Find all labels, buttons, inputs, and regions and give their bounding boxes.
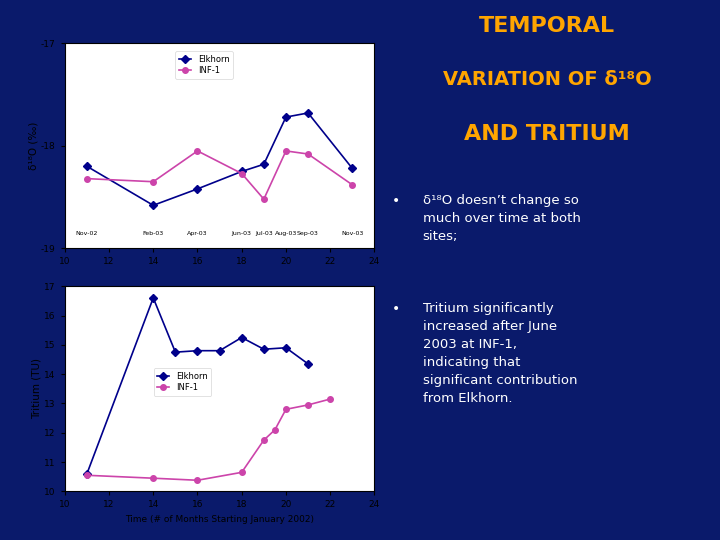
INF-1 xyxy=(149,475,158,482)
INF-1 xyxy=(238,469,246,476)
Elkhorn xyxy=(171,349,180,355)
Elkhorn xyxy=(149,295,158,301)
Elkhorn xyxy=(193,347,202,354)
Legend: Elkhorn, INF-1: Elkhorn, INF-1 xyxy=(176,51,233,79)
Elkhorn xyxy=(282,345,290,351)
Line: Elkhorn: Elkhorn xyxy=(84,295,311,477)
Legend: Elkhorn, INF-1: Elkhorn, INF-1 xyxy=(153,368,211,395)
Text: Jul-03: Jul-03 xyxy=(255,231,273,236)
Text: Sep-03: Sep-03 xyxy=(297,231,319,236)
Elkhorn xyxy=(193,186,202,192)
Elkhorn xyxy=(83,470,91,477)
INF-1 xyxy=(348,181,356,188)
INF-1 xyxy=(193,148,202,154)
Y-axis label: Tritium (TU): Tritium (TU) xyxy=(32,359,42,419)
Elkhorn xyxy=(282,114,290,120)
Elkhorn xyxy=(304,361,312,367)
INF-1 xyxy=(326,396,335,402)
INF-1 xyxy=(282,406,290,413)
INF-1 xyxy=(304,402,312,408)
INF-1 xyxy=(259,196,268,202)
Y-axis label: δ¹⁸O (‰): δ¹⁸O (‰) xyxy=(28,122,38,170)
Text: δ¹⁸O doesn’t change so
much over time at both
sites;: δ¹⁸O doesn’t change so much over time at… xyxy=(423,194,580,244)
Line: INF-1: INF-1 xyxy=(84,396,333,483)
Text: •: • xyxy=(392,194,400,208)
Text: Feb-03: Feb-03 xyxy=(143,231,164,236)
Text: TEMPORAL: TEMPORAL xyxy=(479,16,616,36)
Elkhorn xyxy=(304,110,312,116)
Text: Tritium significantly
increased after June
2003 at INF-1,
indicating that
signif: Tritium significantly increased after Ju… xyxy=(423,302,577,406)
Text: Jun-03: Jun-03 xyxy=(232,231,252,236)
INF-1 xyxy=(259,437,268,443)
Elkhorn xyxy=(83,163,91,170)
INF-1 xyxy=(83,176,91,182)
Elkhorn xyxy=(215,347,224,354)
INF-1 xyxy=(304,151,312,157)
Text: Nov-03: Nov-03 xyxy=(341,231,364,236)
Elkhorn xyxy=(348,165,356,172)
INF-1 xyxy=(282,148,290,154)
Line: INF-1: INF-1 xyxy=(84,148,355,202)
Elkhorn xyxy=(259,346,268,353)
Elkhorn xyxy=(259,161,268,167)
Elkhorn xyxy=(238,168,246,174)
INF-1 xyxy=(83,472,91,478)
INF-1 xyxy=(238,170,246,177)
Text: Aug-03: Aug-03 xyxy=(275,231,297,236)
Text: •: • xyxy=(392,302,400,316)
Text: Apr-03: Apr-03 xyxy=(187,231,208,236)
Elkhorn xyxy=(238,334,246,341)
Text: Nov-02: Nov-02 xyxy=(76,231,98,236)
INF-1 xyxy=(193,477,202,483)
INF-1 xyxy=(149,178,158,185)
Elkhorn xyxy=(149,202,158,208)
Line: Elkhorn: Elkhorn xyxy=(84,110,355,208)
INF-1 xyxy=(271,427,279,433)
Text: AND TRITIUM: AND TRITIUM xyxy=(464,124,630,144)
X-axis label: Time (# of Months Starting January 2002): Time (# of Months Starting January 2002) xyxy=(125,515,314,524)
Text: VARIATION OF δ¹⁸O: VARIATION OF δ¹⁸O xyxy=(443,70,652,89)
